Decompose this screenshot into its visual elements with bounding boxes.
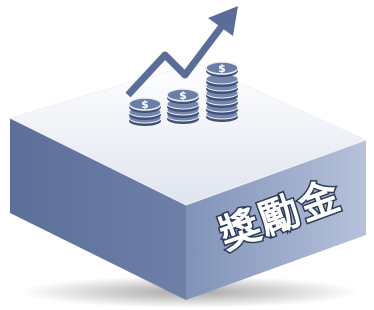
coin-stack xyxy=(167,89,199,124)
page: $ 獎勵金 {"label": "獎勵金"} (() => { const da… xyxy=(0,0,374,310)
coin-stack xyxy=(206,62,238,122)
reward-illustration: $ 獎勵金 xyxy=(0,0,374,310)
coin-stack xyxy=(129,98,161,126)
